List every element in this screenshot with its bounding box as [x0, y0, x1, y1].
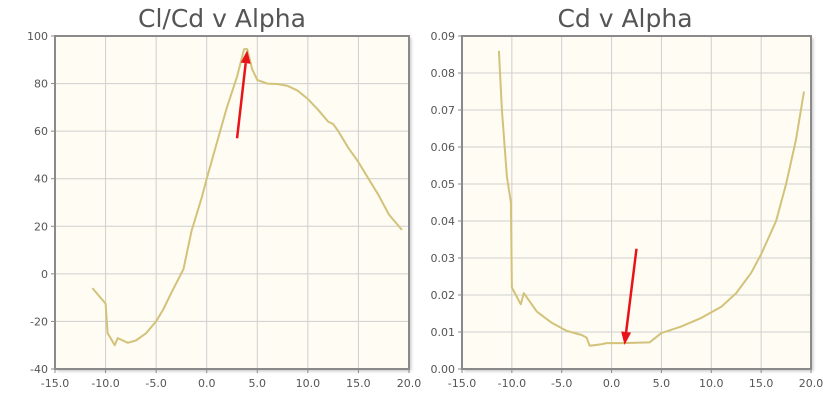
- y-tick-label: 0.05: [431, 178, 456, 191]
- annotation-arrow: [235, 50, 251, 139]
- arrow-shaft: [624, 248, 638, 333]
- x-tick-label: 10.0: [699, 377, 724, 390]
- y-tick-label: 0.02: [431, 289, 456, 302]
- x-tick-label: -15.0: [448, 377, 476, 390]
- chart-title: Cd v Alpha: [557, 4, 692, 33]
- y-tick-label: 0.07: [431, 104, 456, 117]
- arrow-head: [621, 331, 632, 345]
- x-tick-label: 0.0: [603, 377, 621, 390]
- x-tick-label: 5.0: [249, 377, 267, 390]
- plot-area: [462, 36, 811, 369]
- arrow-shaft: [235, 63, 247, 139]
- y-tick-label: 40: [34, 173, 48, 186]
- annotation-arrow: [621, 248, 638, 345]
- y-tick-label: 0.06: [431, 141, 456, 154]
- y-tick-label: 0: [41, 268, 48, 281]
- x-tick-label: 15.0: [749, 377, 774, 390]
- x-tick-label: 10.0: [296, 377, 321, 390]
- y-tick-label: 60: [34, 125, 48, 138]
- y-tick-label: 20: [34, 220, 48, 233]
- series-line: [497, 50, 805, 347]
- x-tick-label: -5.0: [551, 377, 572, 390]
- y-tick-label: 0.04: [431, 215, 456, 228]
- plot-frame: [54, 35, 410, 370]
- y-tick-label: 0.09: [431, 30, 456, 43]
- y-tick-label: -40: [30, 363, 48, 376]
- plot-frame: [461, 35, 812, 370]
- chart-title: Cl/Cd v Alpha: [138, 4, 306, 33]
- x-tick-label: 20.0: [397, 377, 422, 390]
- y-tick-label: 100: [27, 30, 48, 43]
- x-tick-label: -15.0: [41, 377, 69, 390]
- y-tick-label: 0.00: [431, 363, 456, 376]
- clcd-chart: Cl/Cd v Alpha -15.0 -10.0 -5.0 0.0 5.0 10.0 15.…: [27, 4, 421, 390]
- x-tick-label: -10.0: [498, 377, 526, 390]
- x-tick-label: -10.0: [91, 377, 119, 390]
- series-line: [91, 48, 403, 347]
- x-tick-label: 20.0: [799, 377, 824, 390]
- x-tick-label: -5.0: [145, 377, 166, 390]
- plot-area: [55, 36, 409, 369]
- arrow-head: [240, 50, 251, 64]
- y-tick-label: -20: [30, 315, 48, 328]
- y-tick-label: 80: [34, 78, 48, 91]
- x-tick-label: 0.0: [198, 377, 216, 390]
- x-tick-label: 5.0: [653, 377, 671, 390]
- y-tick-label: 0.01: [431, 326, 456, 339]
- cd-chart: Cd v Alpha -15.0 -10.0 -5.0 0.0 5.0 10.0 15.0 20…: [431, 4, 824, 390]
- y-tick-label: 0.08: [431, 67, 456, 80]
- x-tick-label: 15.0: [346, 377, 371, 390]
- y-tick-label: 0.03: [431, 252, 456, 265]
